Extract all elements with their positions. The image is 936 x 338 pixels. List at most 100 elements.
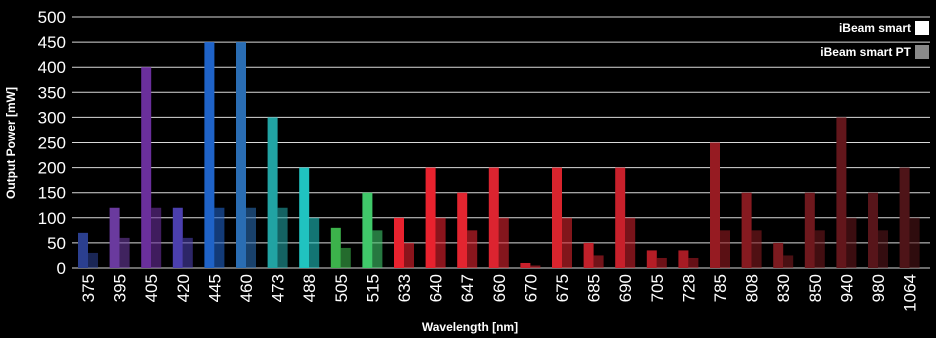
x-tick-label-505: 505 [332,274,351,302]
x-tick-label-728: 728 [679,274,698,302]
bar-ibeam-smart-647 [457,192,468,268]
y-tick-label-200: 200 [38,159,66,178]
bar-ibeam-smart-pt-728 [688,257,699,268]
bar-ibeam-smart-pt-660 [498,217,509,268]
bar-ibeam-smart-405 [141,67,152,268]
y-axis-label: Output Power [mW] [4,87,18,199]
x-tick-label-515: 515 [363,274,382,302]
bar-ibeam-smart-420 [172,207,183,268]
bar-ibeam-smart-pt-515 [372,230,383,268]
x-tick-label-640: 640 [427,274,446,302]
x-tick-label-473: 473 [269,274,288,302]
bar-ibeam-smart-pt-633 [404,242,414,268]
bar-ibeam-smart-pt-505 [340,247,351,268]
x-tick-label-460: 460 [237,274,256,302]
bar-ibeam-smart-445 [204,42,215,268]
x-tick-label-670: 670 [521,274,540,302]
bar-ibeam-smart-pt-375 [88,252,98,268]
y-tick-label-0: 0 [57,259,66,278]
bar-ibeam-smart-pt-675 [562,217,572,268]
y-tick-label-450: 450 [38,33,66,52]
x-tick-label-660: 660 [490,274,509,302]
bar-ibeam-smart-pt-420 [182,237,193,268]
x-tick-label-850: 850 [806,274,825,302]
x-tick-label-980: 980 [869,274,888,302]
y-tick-label-50: 50 [47,234,66,253]
x-tick-label-375: 375 [79,274,98,302]
bar-ibeam-smart-980 [868,192,878,268]
bar-ibeam-smart-pt-488 [309,217,320,268]
bar-ibeam-smart-pt-690 [625,217,636,268]
x-tick-label-685: 685 [585,274,604,302]
bar-ibeam-smart-pt-980 [878,230,888,268]
bar-ibeam-smart-505 [330,227,341,268]
x-tick-label-690: 690 [616,274,635,302]
bar-ibeam-smart-pt-685 [593,255,604,268]
legend-swatch-ibeam-smart-pt [915,45,929,59]
y-tick-label-400: 400 [38,58,66,77]
x-tick-label-940: 940 [837,274,856,302]
bar-ibeam-smart-1064 [899,167,910,268]
bar-ibeam-smart-940 [836,117,847,269]
y-tick-label-500: 500 [38,8,66,27]
bar-ibeam-smart-pt-460 [246,207,256,268]
bar-ibeam-smart-685 [583,242,594,268]
bar-ibeam-smart-728 [678,250,689,268]
legend-label-ibeam-smart-pt: iBeam smart PT [820,45,911,59]
x-tick-label-633: 633 [395,274,414,302]
bar-ibeam-smart-460 [236,42,246,268]
bar-ibeam-smart-830 [773,242,784,268]
bar-ibeam-smart-675 [552,167,562,268]
bar-ibeam-smart-785 [710,142,720,268]
bar-ibeam-smart-pt-647 [467,230,478,268]
bar-ibeam-smart-395 [109,207,120,268]
bar-ibeam-smart-850 [804,192,815,268]
bar-ibeam-smart-pt-830 [783,255,794,268]
bar-ibeam-smart-640 [425,167,436,268]
bar-ibeam-smart-pt-640 [435,217,446,268]
bar-ibeam-smart-pt-705 [656,257,667,268]
legend: iBeam smart iBeam smart PT [820,21,929,59]
bar-ibeam-smart-690 [615,167,626,268]
x-tick-label-395: 395 [111,274,130,302]
legend-label-ibeam-smart: iBeam smart [839,21,911,35]
bar-ibeam-smart-pt-785 [720,230,730,268]
bar-ibeam-smart-705 [646,250,657,268]
x-tick-label-808: 808 [743,274,762,302]
bar-ibeam-smart-pt-808 [751,230,762,268]
y-tick-label-350: 350 [38,83,66,102]
bar-ibeam-smart-375 [78,232,88,268]
bar-ibeam-smart-pt-473 [277,207,288,268]
x-tick-label-830: 830 [774,274,793,302]
bar-ibeam-smart-633 [394,217,404,268]
bar-ibeam-smart-pt-405 [151,207,162,268]
bars [78,42,920,269]
legend-swatch-ibeam-smart [915,21,929,35]
bar-ibeam-smart-515 [362,192,373,268]
y-tick-label-300: 300 [38,108,66,127]
x-tick-label-647: 647 [458,274,477,302]
bar-ibeam-smart-pt-670 [530,265,541,268]
x-tick-label-1064: 1064 [901,274,920,312]
bar-ibeam-smart-670 [520,262,531,268]
bar-ibeam-smart-pt-1064 [909,217,920,268]
x-tick-label-405: 405 [142,274,161,302]
bar-ibeam-smart-660 [488,167,499,268]
x-axis-label: Wavelength [nm] [422,320,518,334]
y-tick-label-100: 100 [38,209,66,228]
y-tick-label-250: 250 [38,134,66,153]
x-tick-label-705: 705 [648,274,667,302]
bar-ibeam-smart-pt-395 [119,237,130,268]
bar-ibeam-smart-pt-850 [814,230,825,268]
y-tick-label-150: 150 [38,184,66,203]
x-tick-label-488: 488 [300,274,319,302]
x-axis-ticks: 375 395 405 420 445 460 473 488 505 515 633 640 647 6… [79,274,920,312]
bar-ibeam-smart-pt-445 [214,207,225,268]
y-axis-ticks: 0 50 100 150 200 250 300 350 400 450 500 [38,8,66,278]
x-tick-label-420: 420 [174,274,193,302]
bar-ibeam-smart-488 [299,167,310,268]
x-tick-label-785: 785 [711,274,730,302]
bar-ibeam-smart-808 [741,192,752,268]
